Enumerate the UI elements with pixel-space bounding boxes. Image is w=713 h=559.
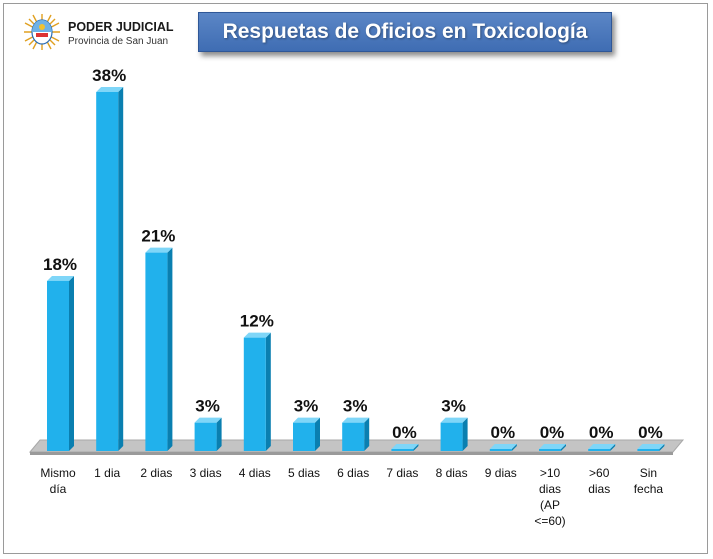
bar-side <box>118 87 124 451</box>
data-label: 21% <box>141 227 175 246</box>
bar-side <box>462 417 468 451</box>
x-tick-label: (AP <box>540 498 560 512</box>
bar-side <box>511 444 517 451</box>
x-tick-label: 5 dias <box>288 466 320 480</box>
bar-side <box>167 247 173 451</box>
org-subtitle: Provincia de San Juan <box>68 36 169 47</box>
bar-side <box>69 275 74 451</box>
x-tick-label: 2 dias <box>140 466 172 480</box>
bar-top <box>243 332 271 338</box>
x-tick-label: dias <box>588 482 610 496</box>
bar-top <box>47 275 74 281</box>
x-tick-label: 6 dias <box>337 466 369 480</box>
coat-of-arms-icon <box>24 14 60 50</box>
data-label: 38% <box>92 66 126 85</box>
bar <box>194 422 217 451</box>
bar-top <box>194 417 222 423</box>
chart-floor-edge <box>30 452 673 455</box>
x-tick-label: 3 dias <box>190 466 222 480</box>
data-label: 0% <box>491 423 516 442</box>
data-label: 0% <box>540 423 565 442</box>
poder-judicial-logo: PODER JUDICIAL Provincia de San Juan <box>22 12 174 52</box>
data-label: 3% <box>441 397 466 416</box>
x-tick-label: fecha <box>634 482 664 496</box>
x-tick-label: día <box>50 482 67 496</box>
x-tick-label: Sin <box>640 466 657 480</box>
bar-side <box>413 444 419 451</box>
x-tick-label: 7 dias <box>386 466 418 480</box>
bar-top <box>440 417 468 423</box>
bar-top <box>539 444 566 449</box>
bar-side <box>610 444 616 451</box>
x-tick-label: >60 <box>589 466 610 480</box>
data-label: 12% <box>240 312 274 331</box>
bar-top <box>342 417 370 423</box>
bar-top <box>637 444 665 449</box>
x-tick-label: dias <box>539 482 561 496</box>
data-label: 18% <box>43 255 77 274</box>
bar <box>243 337 266 451</box>
x-tick-label: >10 <box>540 466 561 480</box>
org-name: PODER JUDICIAL <box>68 20 174 34</box>
data-label: 3% <box>195 397 220 416</box>
bar-top <box>293 417 320 423</box>
bar-top <box>96 87 124 92</box>
x-tick-label: 4 dias <box>239 466 271 480</box>
bar-side <box>315 417 320 451</box>
bar-side <box>216 417 222 451</box>
chart-title-box: Respuetas de Oficios en Toxicología <box>198 12 612 52</box>
data-label: 0% <box>638 423 663 442</box>
bar-top <box>145 247 173 253</box>
bar-top <box>489 444 517 449</box>
x-tick-label: 9 dias <box>485 466 517 480</box>
bar-side <box>659 444 665 451</box>
bar <box>293 422 315 451</box>
x-tick-label: Mismo <box>40 466 76 480</box>
bar <box>440 422 463 451</box>
bar <box>637 449 660 451</box>
bar <box>145 252 168 451</box>
bar <box>489 449 512 451</box>
bar <box>391 449 414 451</box>
data-label: 3% <box>294 397 319 416</box>
bar-side <box>265 332 271 451</box>
bar-top <box>391 444 419 449</box>
bar-top <box>588 444 616 449</box>
x-tick-label: 1 dia <box>94 466 120 480</box>
bar-side <box>364 417 370 451</box>
bar-side <box>561 444 566 451</box>
bar <box>342 422 365 451</box>
bar <box>96 92 119 451</box>
bar <box>539 449 561 451</box>
bar <box>47 280 69 451</box>
data-label: 0% <box>392 423 417 442</box>
x-tick-label: <=60) <box>534 514 565 528</box>
data-label: 3% <box>343 397 368 416</box>
data-label: 0% <box>589 423 614 442</box>
bar <box>588 449 611 451</box>
chart-title: Respuetas de Oficios en Toxicología <box>222 20 588 43</box>
x-tick-label: 8 dias <box>436 466 468 480</box>
